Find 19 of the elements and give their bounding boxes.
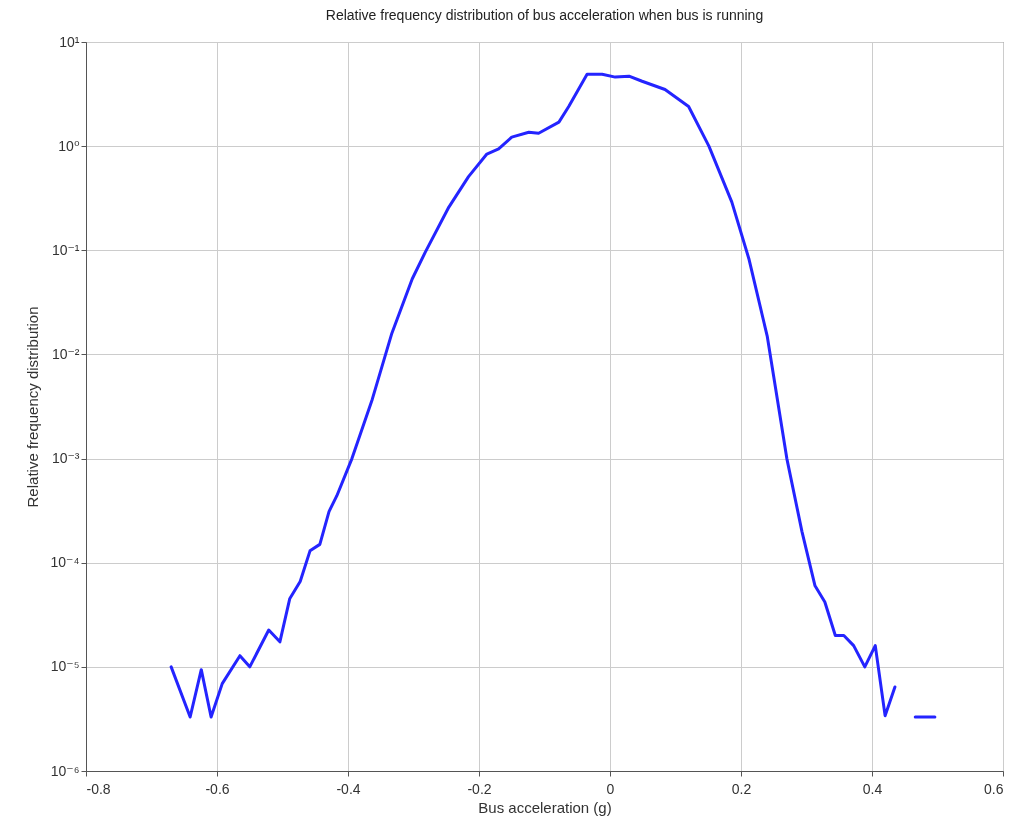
y-axis-title: Relative frequency distribution <box>23 306 41 508</box>
x-tick-label: -0.6 <box>205 780 230 797</box>
y-tick-label: 10¹ <box>59 33 80 50</box>
y-tick-label: 10⁻⁶ <box>50 762 80 779</box>
y-tick-label: 10⁻³ <box>51 450 80 467</box>
chart-title: Relative frequency distribution of bus acceleration when bus is running <box>325 7 764 23</box>
x-tick-label: 0 <box>606 780 615 797</box>
x-tick-label: 0.4 <box>862 780 883 797</box>
x-tick-label: 0.2 <box>731 780 752 797</box>
x-tick-label: -0.2 <box>467 780 492 797</box>
x-tick-label: 0.6 <box>984 780 1004 797</box>
x-tick-label: -0.4 <box>336 780 361 797</box>
y-tick-label: 10⁻² <box>51 345 80 362</box>
y-tick-label: 10⁻⁴ <box>50 554 80 571</box>
y-tick-label: 10⁰ <box>58 137 80 154</box>
x-axis-title: Bus acceleration (g) <box>478 798 612 816</box>
x-tick-label: -0.8 <box>86 780 111 797</box>
y-tick-label: 10⁻¹ <box>51 241 80 258</box>
y-tick-label: 10⁻⁵ <box>50 658 80 675</box>
